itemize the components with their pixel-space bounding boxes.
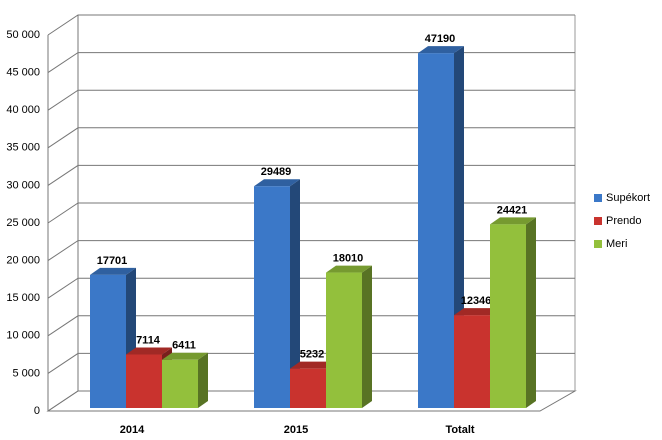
bar — [254, 186, 290, 408]
grid-line — [47, 240, 575, 262]
grid-line — [47, 52, 575, 74]
value-label: 17701 — [97, 255, 128, 267]
value-label: 6411 — [172, 340, 196, 352]
grid-line — [47, 14, 575, 36]
grid-line — [47, 202, 575, 224]
grid-line — [47, 352, 575, 374]
bar — [454, 315, 490, 408]
legend-swatch — [594, 194, 602, 202]
y-tick-label: 20 000 — [6, 255, 40, 267]
y-tick-label: 50 000 — [6, 29, 40, 41]
y-tick-label: 5 000 — [12, 367, 40, 379]
value-label: 24421 — [497, 204, 528, 216]
y-tick-label: 25 000 — [6, 217, 40, 229]
bar-top — [326, 265, 372, 273]
bar-side — [290, 179, 300, 408]
legend-swatch — [594, 240, 602, 248]
bar — [90, 274, 126, 408]
bar-side — [198, 352, 208, 408]
bar — [126, 354, 162, 408]
grid-line — [47, 315, 575, 337]
y-tick-label: 15 000 — [6, 292, 40, 304]
bar — [290, 368, 326, 408]
value-label: 29489 — [261, 166, 292, 178]
value-label: 7114 — [136, 334, 161, 346]
grid-line — [47, 277, 575, 299]
legend-label: Supékort — [606, 192, 650, 204]
y-tick-label: 30 000 — [6, 179, 40, 191]
bar — [418, 53, 454, 409]
bar — [326, 272, 362, 408]
bar-side — [362, 265, 372, 408]
bar-top — [290, 361, 336, 369]
value-label: 12346 — [461, 295, 492, 307]
grid-line — [47, 127, 575, 149]
value-label: 47190 — [425, 33, 456, 45]
legend-label: Prendo — [606, 215, 641, 227]
bar — [162, 359, 198, 408]
x-tick-label: 2015 — [284, 424, 308, 436]
grid-line — [47, 89, 575, 111]
grid-line — [47, 390, 575, 412]
y-tick-label: 40 000 — [6, 104, 40, 116]
bar-side — [526, 217, 536, 408]
bar-top — [254, 179, 300, 187]
y-tick-label: 35 000 — [6, 142, 40, 154]
bar — [490, 224, 526, 408]
bar-top — [490, 217, 536, 225]
bar-top — [418, 46, 464, 54]
bar-top — [90, 267, 136, 275]
bar-top — [162, 352, 208, 360]
grid-line — [47, 164, 575, 186]
legend-swatch — [594, 217, 602, 225]
value-label: 5232 — [300, 349, 324, 361]
bar-top — [454, 308, 500, 316]
x-tick-label: Totalt — [445, 424, 474, 436]
value-label: 18010 — [333, 252, 364, 264]
bar-top — [126, 347, 172, 355]
y-tick-label: 0 — [34, 405, 40, 417]
y-tick-label: 45 000 — [6, 67, 40, 79]
legend-label: Meri — [606, 238, 627, 250]
y-tick-label: 10 000 — [6, 330, 40, 342]
x-tick-label: 2014 — [120, 424, 145, 436]
